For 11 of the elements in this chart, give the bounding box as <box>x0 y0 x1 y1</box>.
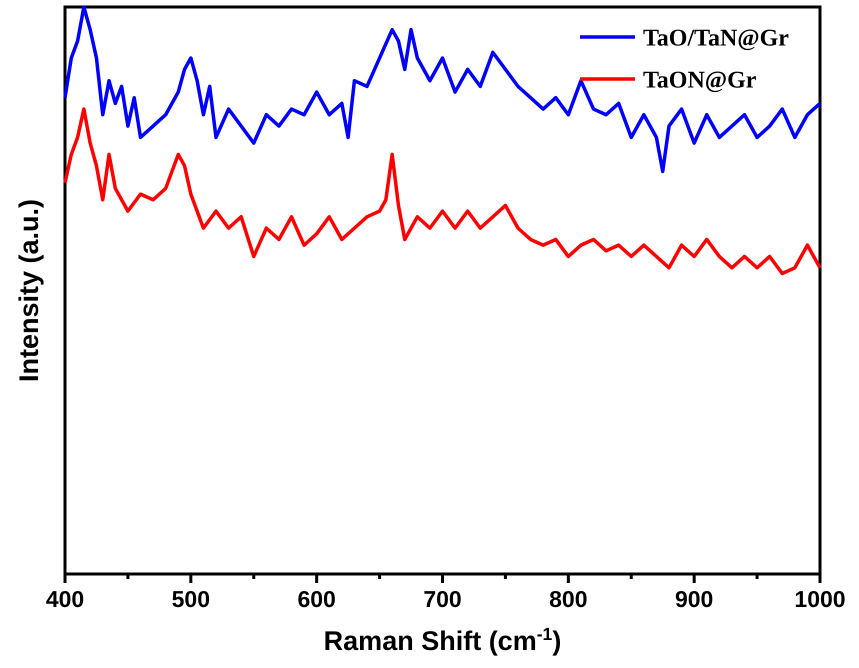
x-tick-label: 900 <box>674 586 714 612</box>
x-tick-label: 1000 <box>794 586 846 612</box>
x-axis-title: Raman Shift (cm$^{-1}$) <box>324 624 562 656</box>
x-tick-label: 800 <box>549 586 588 612</box>
x-tick-label: 600 <box>297 586 336 612</box>
y-axis-title: Intensity (a.u.) <box>14 198 44 382</box>
legend-label: TaO/TaN@Gr <box>643 25 790 52</box>
x-tick-label: 500 <box>172 586 210 612</box>
x-tick-label: 700 <box>423 586 462 612</box>
legend-label: TaON@Gr <box>643 67 757 94</box>
x-tick-label: 400 <box>46 586 84 612</box>
